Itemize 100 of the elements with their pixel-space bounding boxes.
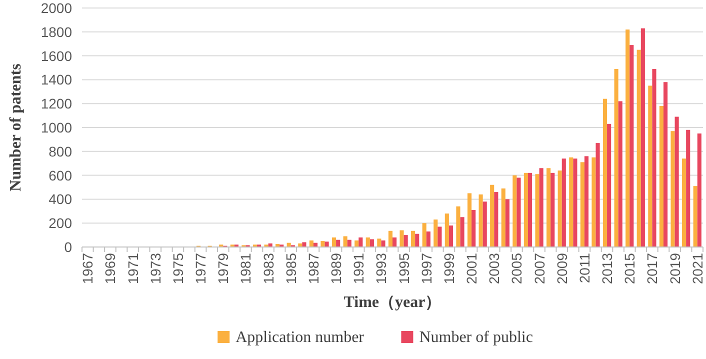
bar: [626, 30, 630, 247]
bar: [505, 199, 510, 247]
bar: [618, 101, 622, 247]
x-tick-label: 1997: [418, 252, 434, 284]
x-tick-label: 2017: [644, 252, 660, 284]
y-tick-label: 1600: [40, 48, 72, 64]
bar: [302, 242, 306, 247]
bar: [381, 240, 386, 247]
bar: [670, 131, 675, 247]
bar: [456, 206, 460, 247]
y-tick-label: 600: [48, 167, 72, 184]
bar: [516, 178, 521, 247]
bar: [562, 158, 566, 247]
bar: [444, 214, 449, 247]
bar: [490, 184, 494, 247]
bar: [309, 240, 314, 247]
bar: [535, 174, 540, 247]
legend-label: Application number: [236, 329, 365, 346]
x-tick-label: 1999: [440, 252, 457, 284]
bar: [404, 235, 408, 247]
x-tick-label: 1995: [396, 252, 412, 284]
x-tick-label: 1989: [328, 252, 344, 284]
bar: [648, 86, 652, 247]
bar: [524, 172, 528, 247]
bar: [392, 237, 397, 247]
bar: [550, 172, 555, 247]
bar: [682, 158, 686, 247]
bar: [482, 202, 487, 247]
x-tick-label: 1979: [215, 252, 232, 284]
bar: [494, 192, 498, 247]
bar: [512, 175, 517, 247]
x-tick-label: 1971: [124, 252, 141, 284]
bar: [320, 241, 325, 247]
x-tick-label: 1993: [373, 252, 390, 284]
bar: [596, 143, 600, 247]
bar: [472, 210, 476, 247]
x-tick-label: 1985: [282, 252, 299, 284]
bar: [467, 193, 472, 247]
bar: [636, 50, 641, 247]
bar: [539, 168, 544, 247]
bar: [659, 106, 664, 247]
bar: [584, 156, 589, 247]
x-tick-label: 1981: [238, 252, 254, 284]
bar: [674, 116, 679, 247]
x-tick-label: 1973: [147, 252, 164, 284]
x-tick-label: 2005: [508, 252, 525, 284]
x-tick-label: 2021: [689, 252, 706, 284]
bar: [528, 172, 532, 247]
x-tick-label: 2013: [599, 252, 616, 284]
x-axis-title: Time（year）: [344, 294, 442, 311]
bar: [366, 237, 370, 247]
legend-label: Number of public: [419, 329, 533, 346]
bar: [602, 98, 608, 247]
bar: [400, 230, 404, 247]
bar: [546, 168, 551, 247]
bar: [630, 45, 634, 247]
x-tick-label: 2003: [486, 252, 502, 284]
bar: [388, 230, 392, 247]
bar: [501, 188, 506, 247]
bar: [592, 157, 596, 247]
x-tick-label: 1969: [102, 252, 118, 284]
bar: [358, 237, 363, 247]
bar: [640, 28, 645, 247]
bar: [569, 157, 574, 247]
x-tick-label: 1991: [350, 252, 367, 284]
bar: [607, 124, 612, 247]
x-tick-label: 2019: [666, 252, 683, 284]
x-tick-label: 1977: [192, 252, 209, 284]
bar: [663, 82, 668, 247]
y-tick-label: 1800: [40, 24, 72, 40]
x-tick-label: 1975: [170, 252, 186, 284]
y-tick-label: 800: [48, 143, 72, 160]
bar: [415, 234, 420, 247]
bar: [448, 225, 454, 247]
y-tick-label: 1000: [40, 120, 72, 136]
y-tick-label: 2000: [40, 0, 72, 16]
x-tick-label: 2011: [576, 252, 592, 284]
bar: [697, 133, 702, 247]
y-tick-label: 1200: [40, 96, 72, 112]
x-tick-label: 1967: [80, 252, 96, 284]
x-tick-label: 1983: [260, 252, 276, 284]
bar: [332, 237, 336, 247]
bar: [614, 68, 618, 247]
bar: [343, 236, 348, 247]
bar: [573, 158, 578, 247]
y-tick-label: 400: [48, 191, 72, 208]
bar: [422, 223, 426, 247]
bar: [434, 220, 438, 247]
bar: [652, 68, 656, 247]
bar: [370, 239, 374, 247]
y-tick-label: 200: [48, 215, 72, 232]
bar: [354, 240, 359, 247]
y-tick-label: 0: [64, 239, 72, 255]
bar: [478, 194, 483, 247]
bar: [324, 242, 329, 247]
x-tick-label: 2009: [554, 252, 570, 284]
bar: [438, 226, 442, 247]
y-axis-title: Number of patents: [8, 64, 24, 192]
bar: [558, 170, 562, 247]
bar: [686, 130, 690, 247]
